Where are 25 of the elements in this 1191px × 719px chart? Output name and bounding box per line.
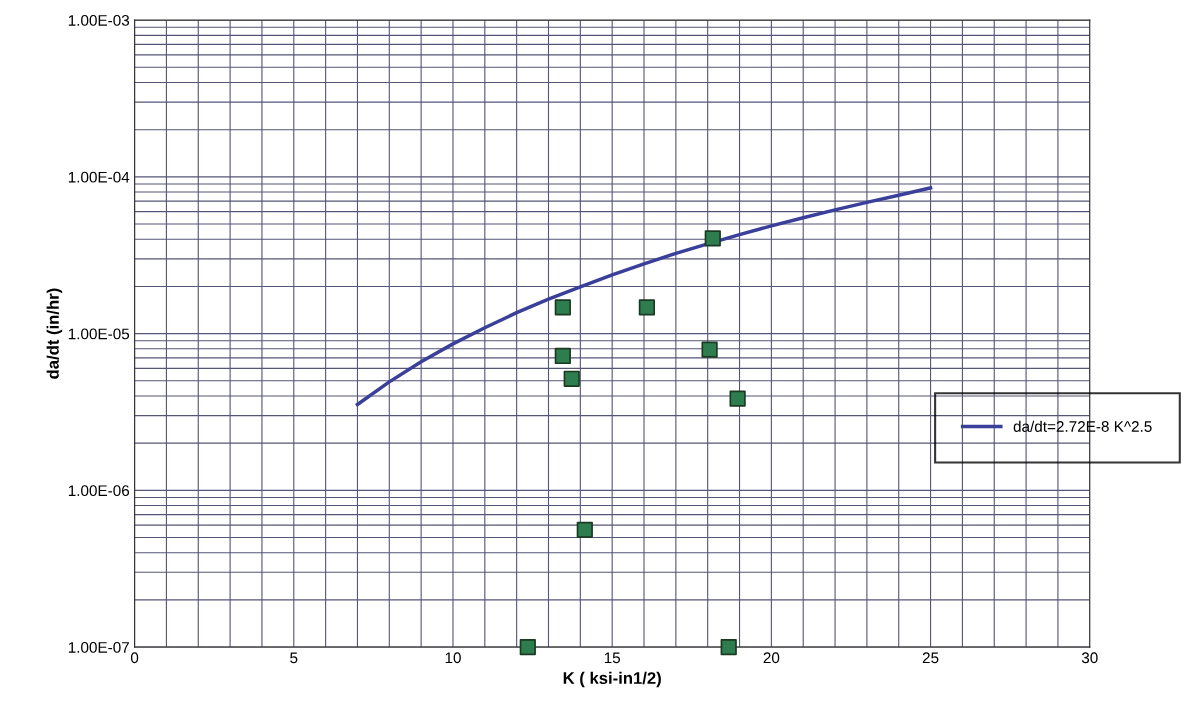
point [554,299,571,316]
x-tick-label: 25 [922,652,939,664]
x-tick-label: 15 [604,652,621,664]
point [576,521,593,538]
line-series [355,186,933,407]
x-tick-label: 20 [763,652,780,664]
y-axis-title: da/dt (in/hr) [46,288,63,379]
x-axis-title: K ( ksi-in1/2) [563,671,661,688]
point [563,370,580,387]
y-tick-label: 1.00E-03 [68,15,130,26]
point [720,638,737,656]
point [704,230,721,247]
point [519,638,536,656]
x-tick-label: 0 [130,652,139,664]
y-tick-label: 1.00E-04 [68,171,130,183]
point [554,347,571,365]
point [638,299,655,316]
point [701,341,718,358]
x-tick-label: 30 [1081,652,1098,664]
x-tick-label: 10 [445,652,461,664]
y-tick-label: 1.00E-07 [68,641,129,653]
y-tick-label: 1.00E-05 [68,328,130,340]
y-tick-label: 1.00E-06 [68,485,130,497]
point [729,390,746,407]
x-tick-label: 5 [290,652,298,664]
